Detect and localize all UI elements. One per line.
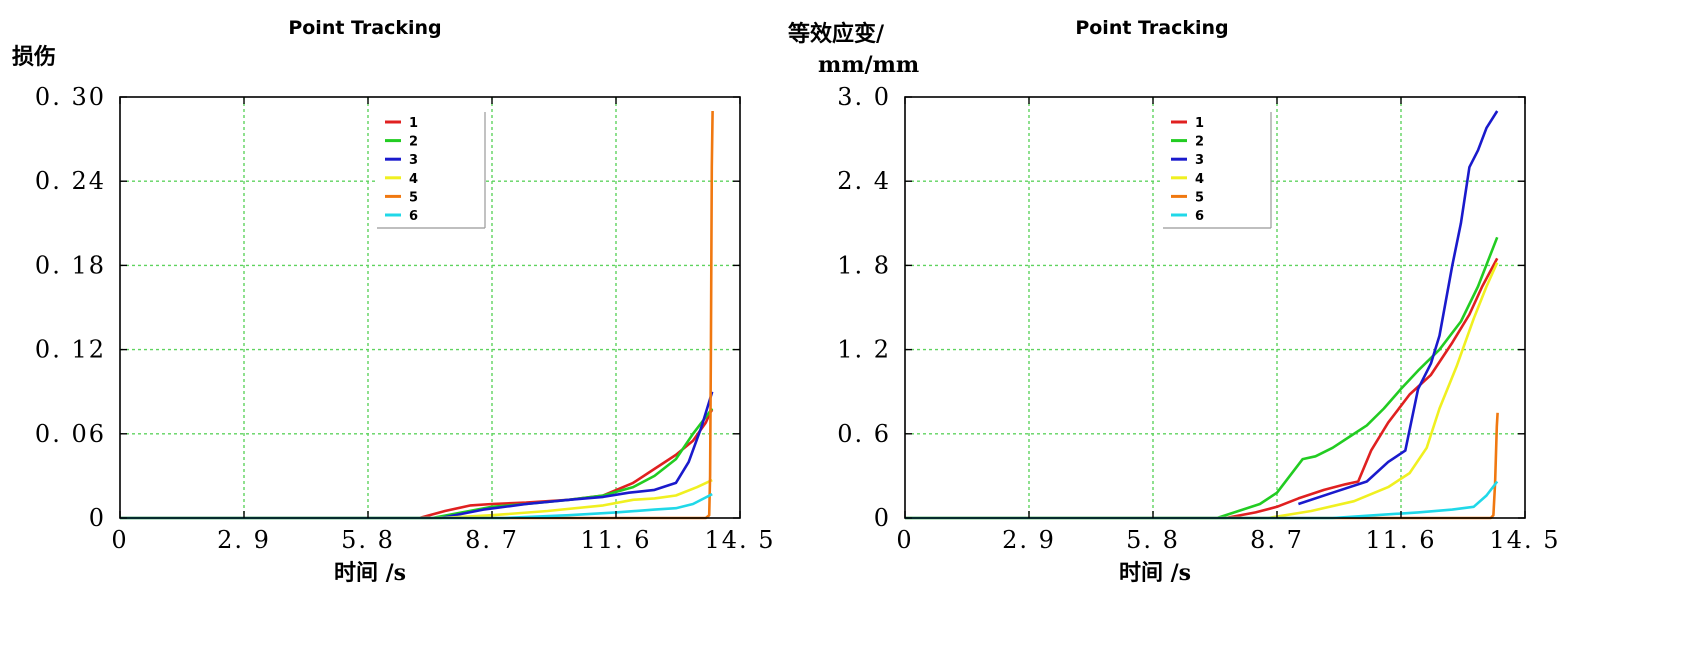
x-axis-label: 时间 /s	[1119, 560, 1191, 586]
series-line-2	[120, 407, 714, 520]
y-tick-label: 2. 4	[837, 167, 891, 195]
legend-label: 3	[1195, 153, 1204, 168]
x-tick-label: 8. 7	[465, 526, 519, 554]
x-tick-label: 5. 8	[1126, 526, 1180, 554]
legend: 1 2 3 4 5 6	[377, 112, 486, 229]
y-tick-label: 3. 0	[837, 83, 891, 111]
x-tick-label: 0	[896, 526, 913, 554]
y-tick-label: 0	[89, 504, 106, 532]
y-tick-label: 0. 18	[35, 251, 106, 279]
legend-label: 2	[409, 135, 418, 150]
x-tick-label: 2. 9	[1002, 526, 1056, 554]
legend: 1 2 3 4 5 6	[1163, 112, 1272, 229]
y-axis-label: 等效应变/	[788, 21, 885, 47]
x-tick-label: 14. 5	[704, 526, 775, 554]
y-tick-label: 1. 2	[837, 336, 891, 364]
x-tick-label: 14. 5	[1489, 526, 1560, 554]
x-tick-label: 5. 8	[341, 526, 395, 554]
legend-label: 1	[1195, 116, 1204, 131]
plot-frame	[119, 96, 741, 519]
chart-title: Point Tracking	[288, 17, 441, 39]
series-line-6	[120, 492, 713, 520]
x-tick-label: 8. 7	[1250, 526, 1304, 554]
y-tick-label: 0. 6	[837, 420, 891, 448]
x-axis-label: 时间 /s	[334, 560, 406, 586]
legend-label: 4	[1195, 172, 1204, 187]
series-line-4	[120, 478, 713, 520]
y-tick-label: 0. 12	[35, 336, 106, 364]
y-tick-label: 0. 30	[35, 83, 106, 111]
legend-label: 5	[1195, 190, 1204, 205]
x-tick-label: 0	[111, 526, 128, 554]
x-tick-label: 11. 6	[580, 526, 651, 554]
legend-label: 3	[409, 153, 418, 168]
plot-frame	[904, 96, 1526, 519]
y-tick-label: 0. 06	[35, 420, 106, 448]
legend-label: 2	[1195, 135, 1204, 150]
legend-box	[377, 112, 485, 228]
series-line-3	[120, 391, 714, 520]
x-tick-label: 11. 6	[1365, 526, 1436, 554]
legend-label: 1	[409, 116, 418, 131]
series-line-1	[905, 257, 1499, 520]
series-line-6	[905, 480, 1499, 520]
y-tick-label: 0	[874, 504, 891, 532]
series-line-3	[1297, 110, 1499, 506]
chart-title: Point Tracking	[1075, 17, 1228, 39]
chart-1: Point Tracking 损伤 0 2. 9 5. 8 8. 7 11. 6 14. 5 0…	[12, 17, 775, 586]
x-tick-label: 2. 9	[217, 526, 271, 554]
legend-label: 4	[409, 172, 418, 187]
y-axis-label: 损伤	[12, 44, 56, 70]
y-tick-label: 1. 8	[837, 251, 891, 279]
y-tick-label: 0. 24	[35, 167, 106, 195]
series-line-2	[905, 236, 1499, 520]
series-line-4	[905, 262, 1499, 520]
legend-box	[1163, 112, 1271, 228]
legend-label: 5	[409, 190, 418, 205]
legend-label: 6	[409, 209, 418, 224]
y-axis-label: mm/mm	[818, 52, 919, 78]
legend-label: 6	[1195, 209, 1204, 224]
